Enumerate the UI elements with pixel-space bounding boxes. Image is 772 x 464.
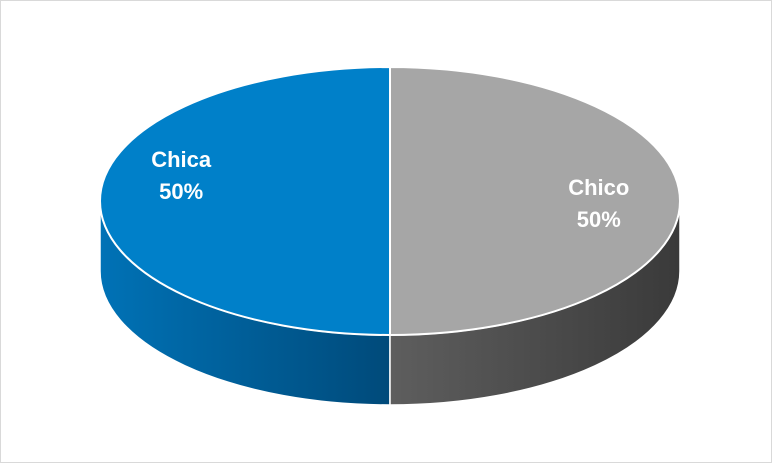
pie-slice-chico bbox=[389, 65, 681, 337]
pie-slice-chica bbox=[99, 65, 391, 337]
slice-label-chico: Chico bbox=[568, 175, 629, 200]
slice-label-chica: Chica bbox=[151, 147, 212, 172]
slice-value-chica: 50% bbox=[159, 179, 203, 204]
slice-value-chico: 50% bbox=[577, 207, 621, 232]
